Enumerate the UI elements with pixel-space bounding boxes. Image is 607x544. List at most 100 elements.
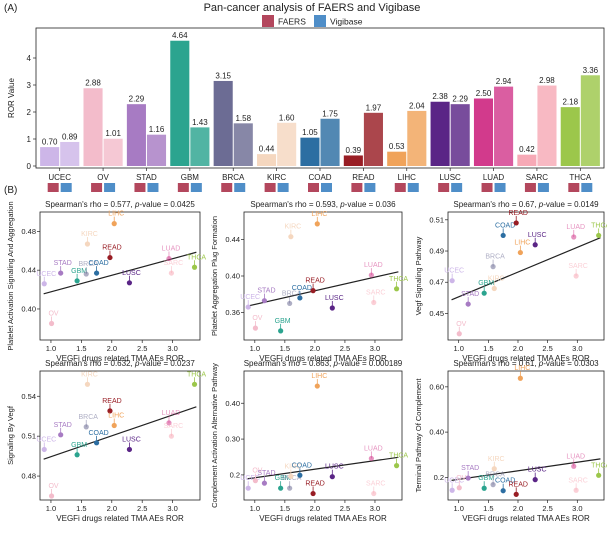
point-label: KIRC bbox=[488, 456, 505, 463]
bar-value-label: 2.29 bbox=[129, 95, 145, 104]
bar-vigibase-coad bbox=[320, 118, 340, 166]
bar-value-label: 2.04 bbox=[409, 101, 425, 110]
x-tick-label: OV bbox=[97, 173, 109, 182]
point-label: READ bbox=[305, 481, 324, 488]
point-label: GBM bbox=[275, 318, 291, 325]
point-label: OV bbox=[456, 321, 466, 328]
plot-frame bbox=[243, 370, 403, 501]
indicator-faers bbox=[264, 183, 276, 192]
bar-faers-ov bbox=[83, 88, 103, 166]
title-p: p bbox=[538, 359, 544, 368]
scatter-title: Spearman's rho = 0.67, p-value = 0.0149 bbox=[453, 200, 599, 209]
data-point-ucec bbox=[245, 485, 251, 491]
data-point-brca bbox=[287, 300, 293, 307]
data-point-read bbox=[513, 491, 519, 497]
bar-value-label: 2.98 bbox=[539, 76, 555, 85]
bar-value-label: 1.01 bbox=[105, 129, 121, 138]
panel-a-label: (A) bbox=[4, 3, 17, 14]
data-point-ucec bbox=[245, 304, 251, 310]
x-tick-label: 1.0 bbox=[46, 344, 56, 353]
data-point-ov bbox=[48, 320, 55, 327]
point-label: KIRC bbox=[81, 231, 98, 238]
x-tick-label: 1.5 bbox=[483, 504, 493, 513]
data-point-lusc bbox=[329, 305, 335, 311]
bar-faers-ucec bbox=[40, 147, 60, 166]
point-label: THCA bbox=[389, 276, 408, 283]
bar-faers-gbm bbox=[170, 40, 190, 166]
point-label: UCEC bbox=[444, 477, 464, 484]
data-point-coad bbox=[500, 232, 506, 239]
data-point-luad bbox=[166, 420, 172, 426]
point-label: THCA bbox=[187, 371, 206, 378]
data-point-coad bbox=[500, 488, 506, 494]
bar-vigibase-sarc bbox=[537, 85, 557, 166]
data-point-thca bbox=[191, 381, 198, 387]
x-tick-label: 2.5 bbox=[542, 344, 552, 353]
indicator-vigibase bbox=[321, 183, 332, 192]
bar-faers-coad bbox=[300, 137, 320, 166]
data-point-ucec bbox=[41, 281, 47, 287]
x-axis-label: VEGFi drugs related TMA AEs ROR bbox=[462, 354, 590, 363]
point-label: COAD bbox=[495, 478, 515, 485]
x-axis-label: VEGFi drugs related TMA AEs ROR bbox=[56, 354, 184, 363]
point-label: GBM bbox=[478, 280, 494, 287]
bar-faers-stad bbox=[126, 104, 146, 166]
point-label: LUSC bbox=[325, 464, 344, 471]
x-tick-label: 1.5 bbox=[76, 344, 86, 353]
x-tick-label: 1.0 bbox=[453, 344, 463, 353]
bar-value-label: 1.60 bbox=[279, 113, 295, 122]
point-label: LIHC bbox=[311, 211, 327, 218]
y-tick-label: 1 bbox=[27, 135, 32, 144]
data-point-sarc bbox=[573, 273, 579, 279]
title-prefix: Spearman's rho = 0.577, bbox=[45, 200, 135, 209]
data-point-kirc bbox=[288, 473, 294, 479]
bar-vigibase-ov bbox=[103, 138, 123, 166]
y-axis-label: Vegf Signaling Pathway bbox=[414, 236, 423, 315]
y-tick-label: 0.48 bbox=[21, 227, 36, 236]
data-point-read bbox=[310, 288, 316, 294]
bar-vigibase-stad bbox=[146, 134, 167, 166]
data-point-luad bbox=[166, 255, 172, 262]
data-point-luad bbox=[368, 455, 374, 462]
x-tick-label: 2.0 bbox=[107, 344, 117, 353]
point-label: LUAD bbox=[364, 445, 383, 452]
plot-frame bbox=[39, 211, 201, 341]
point-label: SARC bbox=[164, 260, 183, 267]
x-tick-label: 2.5 bbox=[137, 344, 147, 353]
panel-b-label: (B) bbox=[4, 185, 17, 196]
legend-label-faers: FAERS bbox=[278, 17, 306, 27]
indicator-vigibase bbox=[494, 183, 506, 192]
data-point-stad bbox=[465, 301, 471, 307]
title-suffix: -value = 0.0149 bbox=[543, 200, 599, 209]
x-tick-label: READ bbox=[352, 173, 374, 182]
plot-frame bbox=[447, 370, 605, 501]
point-label: LIHC bbox=[108, 413, 124, 420]
scatter-title: Spearman's rho = 0.577, p-value = 0.0425 bbox=[45, 200, 195, 209]
y-axis-label: Terminal Pathway Of Complement bbox=[414, 378, 423, 493]
y-tick-label: 0.40 bbox=[225, 272, 240, 281]
title-p: p bbox=[339, 200, 345, 209]
bar-value-label: 3.15 bbox=[215, 71, 231, 80]
bar-value-label: 4.64 bbox=[172, 31, 188, 40]
indicator-faers bbox=[481, 183, 493, 192]
bar-faers-thca bbox=[560, 107, 580, 166]
data-point-ov bbox=[48, 493, 55, 499]
y-tick-label: 0.54 bbox=[21, 392, 36, 401]
data-point-lihc bbox=[517, 375, 523, 381]
bar-value-label: 0.42 bbox=[519, 145, 535, 154]
data-point-thca bbox=[191, 264, 198, 270]
scatter-panel-b3: Spearman's rho = 0.67, p-value = 0.0149 1… bbox=[414, 200, 607, 363]
data-point-stad bbox=[58, 270, 64, 276]
x-tick-label: STAD bbox=[136, 173, 157, 182]
bar-faers-kirc bbox=[257, 154, 277, 166]
title-p: p bbox=[134, 359, 140, 368]
x-tick-label: BRCA bbox=[222, 173, 245, 182]
indicator-faers bbox=[568, 183, 580, 192]
bar-value-label: 2.29 bbox=[452, 95, 468, 104]
y-tick-label: 4 bbox=[27, 54, 32, 63]
point-label: STAD bbox=[257, 470, 275, 477]
data-point-gbm bbox=[74, 278, 80, 284]
indicator-faers bbox=[394, 183, 406, 192]
x-tick-label: 1.5 bbox=[76, 504, 86, 513]
indicator-vigibase bbox=[407, 183, 419, 192]
